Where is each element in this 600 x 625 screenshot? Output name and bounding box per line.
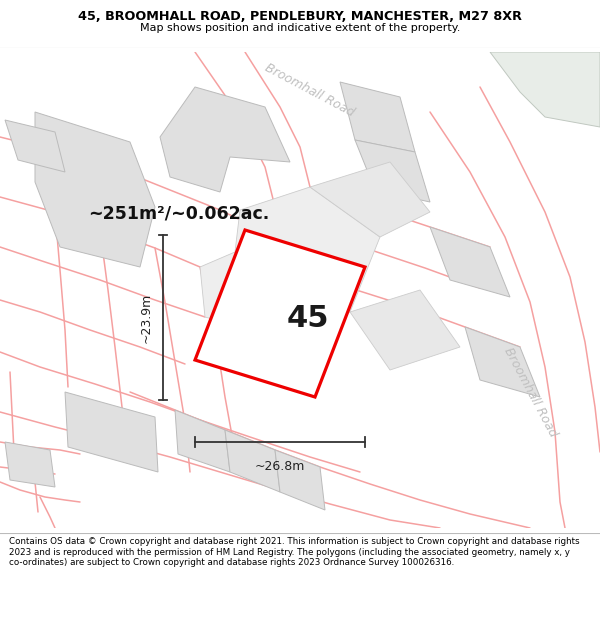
- Polygon shape: [65, 392, 158, 472]
- Polygon shape: [340, 82, 415, 152]
- Text: ~23.9m: ~23.9m: [140, 292, 153, 342]
- Polygon shape: [195, 230, 365, 397]
- Text: ~251m²/~0.062ac.: ~251m²/~0.062ac.: [88, 205, 269, 223]
- Polygon shape: [175, 410, 230, 472]
- Polygon shape: [5, 120, 65, 172]
- Polygon shape: [465, 327, 540, 397]
- Polygon shape: [350, 290, 460, 370]
- Text: Map shows position and indicative extent of the property.: Map shows position and indicative extent…: [140, 23, 460, 33]
- Polygon shape: [310, 162, 430, 237]
- Polygon shape: [200, 187, 380, 337]
- Polygon shape: [490, 52, 600, 127]
- Polygon shape: [355, 140, 430, 202]
- Polygon shape: [430, 227, 510, 297]
- Text: ~26.8m: ~26.8m: [255, 460, 305, 473]
- Text: Broomhall Road: Broomhall Road: [501, 345, 559, 439]
- Text: Contains OS data © Crown copyright and database right 2021. This information is : Contains OS data © Crown copyright and d…: [9, 537, 580, 567]
- Text: 45, BROOMHALL ROAD, PENDLEBURY, MANCHESTER, M27 8XR: 45, BROOMHALL ROAD, PENDLEBURY, MANCHEST…: [78, 11, 522, 24]
- Polygon shape: [275, 450, 325, 510]
- Text: Broomhall Road: Broomhall Road: [263, 61, 357, 119]
- Polygon shape: [5, 442, 55, 487]
- Polygon shape: [225, 430, 280, 492]
- Text: 45: 45: [287, 304, 329, 333]
- Polygon shape: [160, 87, 290, 192]
- Polygon shape: [35, 112, 155, 267]
